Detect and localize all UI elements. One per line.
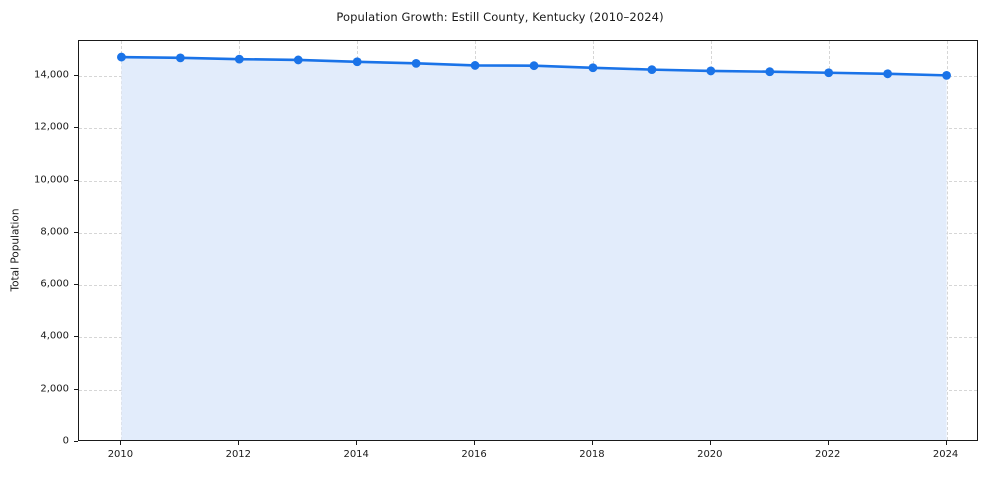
y-tick-mark [74,441,78,442]
x-tick-mark [827,441,829,445]
x-tick-mark [709,441,711,445]
y-tick-mark [74,284,78,286]
area-fill [121,57,947,440]
y-tick-mark [74,231,78,233]
data-point [529,61,539,71]
y-tick-mark [74,127,78,129]
gridline-vertical [946,41,948,440]
y-tick-label: 6,000 [40,278,69,290]
y-tick-mark [74,336,78,338]
data-point [117,52,126,62]
x-tick-mark [945,441,947,445]
data-point-markers [117,52,951,80]
x-tick-label: 2018 [579,449,605,460]
x-tick-mark [238,441,240,445]
x-tick-label: 2016 [461,449,487,460]
y-tick-mark [74,388,78,390]
x-tick-label: 2010 [107,449,134,460]
data-point [588,63,598,73]
x-tick-label: 2014 [343,449,369,460]
x-tick-mark [356,441,358,445]
data-point [234,54,244,64]
x-tick-mark [591,441,593,445]
y-tick-label: 10,000 [34,174,69,186]
y-tick-mark [74,179,78,181]
plot-area [78,40,978,441]
data-point [824,68,834,78]
data-point [883,69,893,79]
y-tick-label: 12,000 [34,121,69,133]
data-point [942,70,951,80]
population-series [117,52,951,440]
data-point [470,61,480,70]
y-tick-label: 4,000 [40,330,69,342]
data-point [765,67,775,77]
y-tick-label: 0 [62,435,69,447]
data-point [706,66,716,76]
y-tick-label: 2,000 [40,383,69,395]
data-point [411,58,421,68]
x-tick-label: 2020 [697,449,723,460]
x-tick-mark [474,441,476,445]
data-point [175,53,185,63]
y-tick-mark [74,75,78,77]
data-point [352,57,362,67]
x-tick-label: 2022 [814,449,841,460]
data-point [293,55,303,65]
chart-title: Population Growth: Estill County, Kentuc… [336,10,664,24]
data-point [647,65,657,75]
y-tick-label: 14,000 [34,69,69,81]
x-tick-label: 2012 [225,449,252,460]
y-tick-label: 8,000 [40,226,69,238]
x-tick-label: 2024 [932,449,959,460]
x-tick-mark [120,441,122,445]
